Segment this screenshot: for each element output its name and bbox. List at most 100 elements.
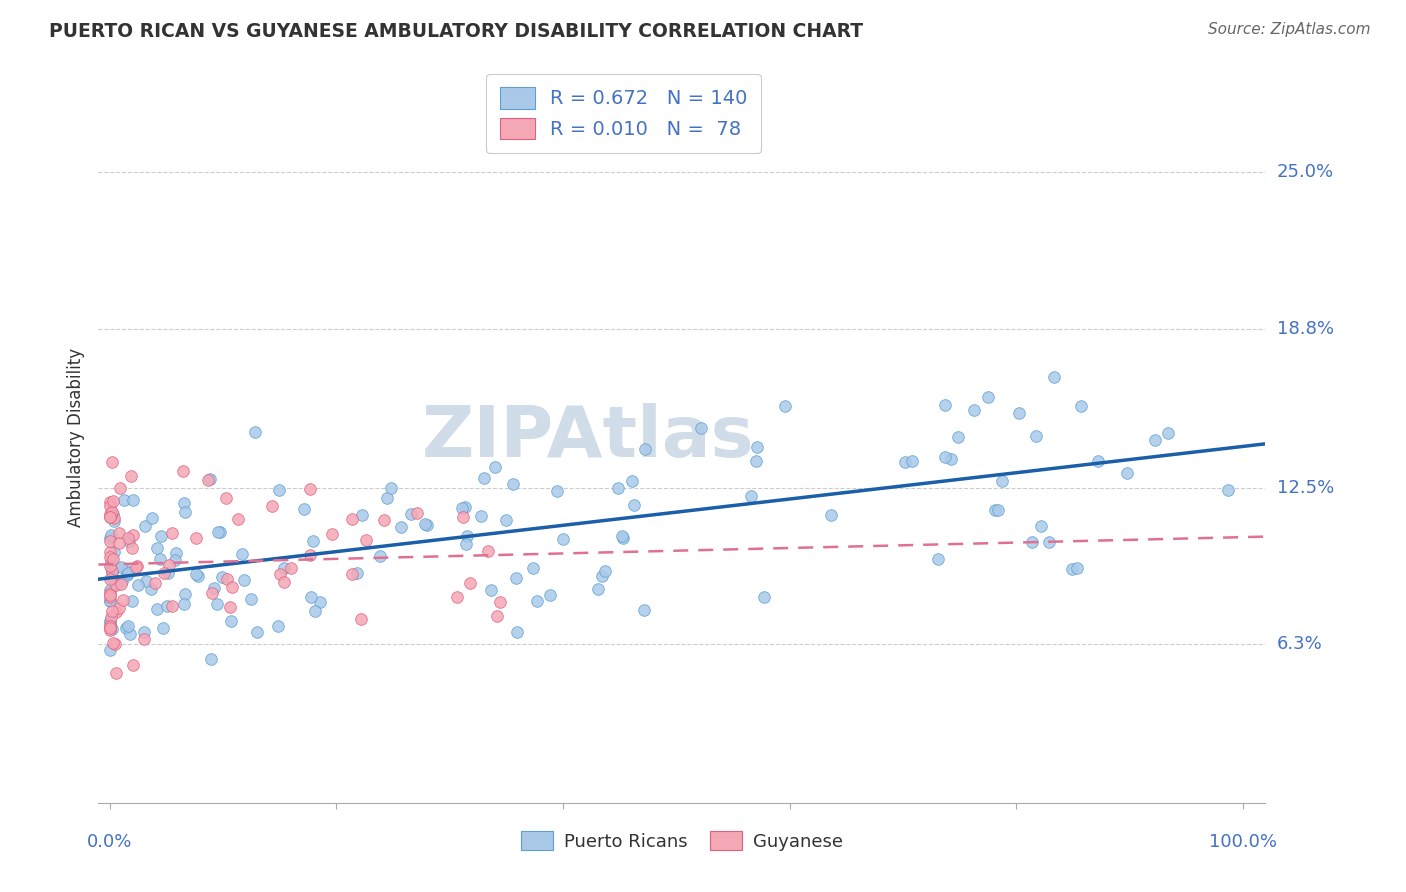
Point [111, 574, 134, 589]
Point [375, 491, 398, 505]
Point [98, 619, 121, 633]
Point [207, 525, 229, 540]
Point [114, 621, 136, 635]
Point [101, 455, 124, 469]
Point [354, 533, 377, 547]
Point [901, 454, 924, 468]
Point [1115, 467, 1137, 481]
Point [98, 619, 121, 633]
Point [612, 531, 634, 545]
Text: 18.8%: 18.8% [1277, 319, 1333, 338]
Point [197, 473, 219, 487]
Point [98, 531, 121, 545]
Point [101, 573, 124, 587]
Point [399, 507, 422, 521]
Point [121, 594, 143, 608]
Point [149, 551, 172, 566]
Point [226, 512, 249, 526]
Point [160, 599, 183, 613]
Point [105, 578, 128, 592]
Point [104, 559, 127, 574]
Point [453, 509, 475, 524]
Point [280, 561, 302, 575]
Point [100, 527, 122, 541]
Point [108, 481, 131, 495]
Point [98, 559, 121, 574]
Point [118, 534, 141, 549]
Point [406, 506, 429, 520]
Point [595, 564, 617, 578]
Point [101, 494, 124, 508]
Point [456, 528, 478, 542]
Point [987, 503, 1010, 517]
Point [98, 583, 121, 598]
Text: 6.3%: 6.3% [1277, 635, 1322, 653]
Point [470, 509, 492, 524]
Point [489, 595, 512, 609]
Point [538, 587, 561, 601]
Point [184, 531, 207, 545]
Point [149, 529, 172, 543]
Text: Source: ZipAtlas.com: Source: ZipAtlas.com [1208, 22, 1371, 37]
Point [143, 576, 166, 591]
Y-axis label: Ambulatory Disability: Ambulatory Disability [67, 348, 86, 526]
Point [172, 464, 194, 478]
Point [207, 598, 229, 612]
Point [105, 605, 128, 619]
Point [1060, 562, 1083, 576]
Point [413, 516, 436, 531]
Point [184, 566, 207, 581]
Point [963, 402, 986, 417]
Point [107, 536, 129, 550]
Text: 25.0%: 25.0% [1277, 163, 1334, 181]
Point [100, 565, 122, 579]
Point [273, 561, 295, 575]
Point [689, 420, 711, 434]
Text: 100.0%: 100.0% [1209, 833, 1277, 851]
Point [1143, 433, 1166, 447]
Point [117, 564, 139, 578]
Point [215, 491, 238, 505]
Point [1021, 534, 1043, 549]
Point [273, 575, 295, 590]
Point [104, 665, 127, 680]
Point [450, 500, 472, 515]
Point [98, 622, 121, 636]
Point [110, 577, 132, 591]
Point [101, 603, 124, 617]
Point [454, 500, 477, 514]
Point [752, 590, 775, 604]
Point [495, 513, 517, 527]
Point [141, 511, 163, 525]
Point [120, 468, 142, 483]
Point [298, 548, 321, 562]
Point [132, 625, 155, 640]
Point [894, 455, 917, 469]
Point [125, 560, 148, 574]
Point [308, 595, 330, 609]
Point [243, 425, 266, 439]
Point [522, 561, 544, 575]
Text: PUERTO RICAN VS GUYANESE AMBULATORY DISABILITY CORRELATION CHART: PUERTO RICAN VS GUYANESE AMBULATORY DISA… [49, 22, 863, 41]
Point [98, 534, 121, 549]
Point [526, 594, 548, 608]
Point [505, 624, 527, 639]
Point [991, 474, 1014, 488]
Point [446, 591, 468, 605]
Point [1216, 483, 1239, 498]
Point [110, 560, 132, 574]
Point [946, 430, 969, 444]
Point [173, 505, 195, 519]
Point [117, 619, 139, 633]
Point [221, 580, 243, 594]
Point [100, 559, 122, 574]
Point [211, 569, 233, 583]
Point [505, 571, 527, 585]
Point [108, 526, 131, 541]
Point [115, 568, 138, 582]
Point [745, 440, 768, 454]
Point [101, 622, 124, 636]
Point [984, 502, 1007, 516]
Point [267, 483, 290, 497]
Legend: Puerto Ricans, Guyanese: Puerto Ricans, Guyanese [512, 822, 852, 860]
